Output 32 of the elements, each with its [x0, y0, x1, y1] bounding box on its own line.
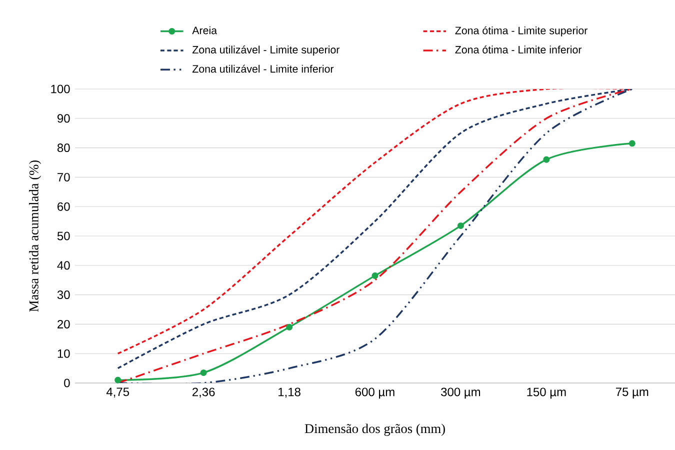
point: [543, 156, 550, 163]
y-tick-label: 30: [57, 290, 70, 300]
point: [286, 324, 293, 330]
point: [628, 140, 636, 147]
legend-label: Zona utilizável - Limite superior: [192, 46, 340, 56]
x-axis-title: Dimensão dos grãos (mm): [304, 424, 445, 436]
point: [200, 369, 207, 376]
x-tick-label: 75 µm: [616, 388, 648, 398]
point: [114, 376, 122, 384]
x-tick-label: 4,75: [106, 388, 130, 398]
y-tick-label: 10: [58, 349, 70, 358]
y-tick-label: 0: [64, 378, 70, 388]
y-tick-label: 40: [57, 261, 70, 270]
legend-label: Zona ótima - Limite inferior: [455, 46, 582, 54]
y-tick-label: 20: [58, 320, 70, 328]
x-tick-label: 300 µm: [441, 388, 480, 399]
x-tick-label: 1,18: [278, 388, 300, 398]
legend-label: Zona utilizável - Limite inferior: [192, 64, 334, 73]
x-tick-label: 600 µm: [355, 388, 394, 399]
y-axis-title: Massa retida acumulada (%): [29, 160, 42, 312]
y-tick-label: 90: [58, 114, 70, 123]
point: [457, 222, 464, 229]
point: [372, 272, 378, 279]
x-tick-label: 2,36: [192, 388, 215, 398]
legend-label: Areia: [192, 26, 218, 34]
y-tick-label: 50: [57, 232, 70, 240]
legend-label: Zona ótima - Limite superior: [455, 26, 588, 36]
y-tick-label: 70: [58, 172, 70, 182]
y-tick-label: 80: [57, 144, 70, 152]
y-tick-label: 60: [58, 202, 70, 211]
x-tick-label: 150 µm: [527, 388, 566, 399]
y-tick-label: 100: [51, 84, 70, 94]
